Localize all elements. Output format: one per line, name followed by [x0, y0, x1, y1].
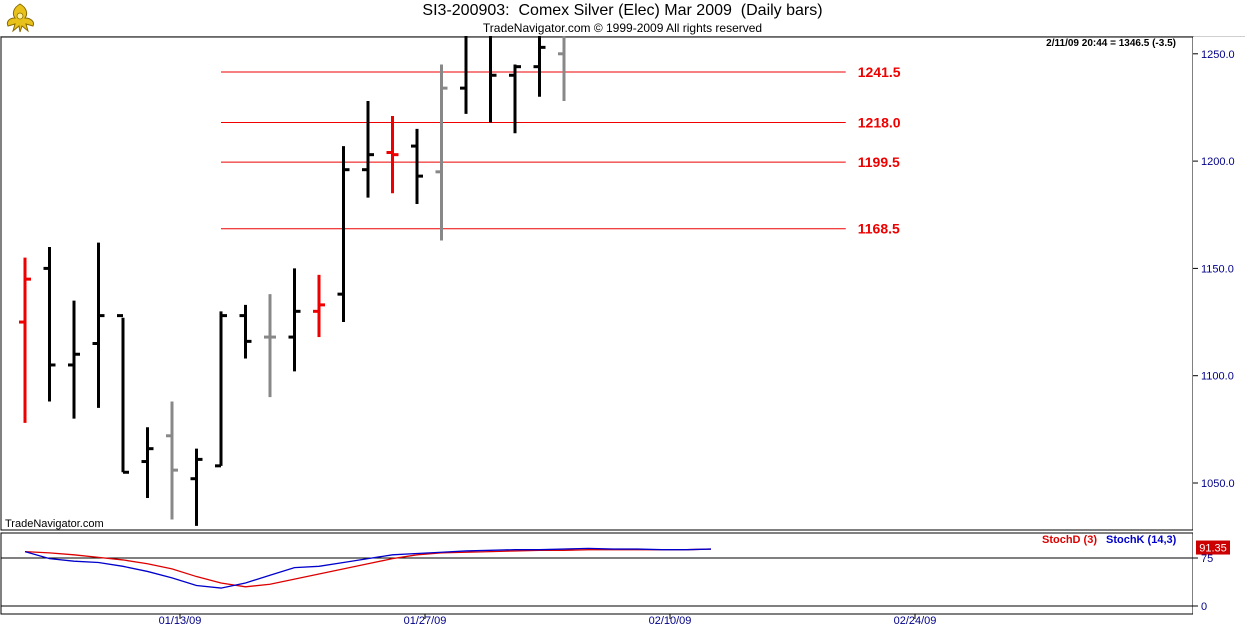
x-axis-label: 01/27/09: [404, 615, 447, 627]
ohlc-bar: [68, 300, 80, 419]
price-axis-label: 1200.0: [1201, 156, 1235, 168]
ohlc-bar: [117, 314, 129, 474]
ohlc-bar: [166, 401, 178, 520]
ohlc-bar: [43, 246, 56, 402]
fib-label-red: 1241.5: [858, 64, 901, 80]
fib-label-red: 1199.5: [858, 154, 900, 170]
price-chart[interactable]: 2/11/09 20:44 = 1346.5 (-3.5) 1050.0 1100.…: [0, 36, 1245, 631]
ohlc-bar: [411, 128, 423, 205]
title-bar: SI3-200903: Comex Silver (Elec) Mar 2009…: [0, 0, 1245, 37]
ohlc-bar: [264, 294, 276, 398]
ohlc-bar: [215, 311, 227, 468]
ohlc-bar: [460, 36, 468, 114]
stoch-last-value-box: [1196, 540, 1230, 555]
quote-readout: 2/11/09 20:44 = 1346.5 (-3.5): [1046, 38, 1176, 49]
y-axis-area: [1193, 37, 1245, 631]
ohlc-bar: [386, 116, 399, 194]
ohlc-bar: [239, 304, 252, 359]
stoch-series-line: [24, 547, 712, 589]
price-axis-label: 1150.0: [1201, 263, 1234, 275]
legend-stoch-k: StochK (14,3): [1106, 534, 1177, 546]
x-axis-label: 02/10/09: [649, 615, 692, 627]
copyright-text: TradeNavigator.com © 1999-2009 All right…: [482, 21, 763, 35]
legend-stoch-d: StochD (3): [1042, 534, 1097, 546]
ohlc-bar: [435, 64, 448, 241]
fib-label-red: 1168.5: [858, 221, 900, 237]
ohlc-bar: [313, 274, 325, 338]
ohlc-bar: [19, 257, 31, 423]
ohlc-bar: [337, 146, 350, 323]
ohlc-bar: [509, 64, 521, 134]
chart-title: SI3-200903: Comex Silver (Elec) Mar 2009…: [422, 2, 823, 19]
ohlc-bar: [362, 101, 374, 198]
x-axis-label: 02/24/09: [894, 615, 937, 627]
stoch-series-line: [24, 548, 712, 588]
stochastic-panel: [0, 532, 1194, 615]
price-axis-label: 1250.0: [1201, 49, 1235, 61]
ohlc-bar: [558, 36, 566, 102]
ohlc-bar: [533, 36, 546, 97]
ohlc-bar: [92, 242, 105, 408]
ohlc-bar: [489, 36, 497, 123]
stoch-axis-label: 75: [1201, 553, 1213, 565]
price-axis-label: 1100.0: [1201, 371, 1234, 383]
trade-navigator-logo-icon: [6, 3, 34, 33]
watermark-text: TradeNavigator.com: [5, 518, 104, 530]
ohlc-bar: [190, 448, 203, 526]
x-axis-label: 01/13/09: [159, 615, 202, 627]
fib-label-red: 1218.0: [858, 114, 901, 130]
ohlc-bar: [288, 268, 301, 372]
price-panel: [0, 36, 1194, 531]
price-axis-label: 1050.0: [1201, 478, 1235, 490]
ohlc-bar: [141, 427, 154, 499]
stoch-last-value-label: 91.35: [1199, 543, 1227, 555]
stoch-axis-label: 0: [1201, 601, 1207, 613]
